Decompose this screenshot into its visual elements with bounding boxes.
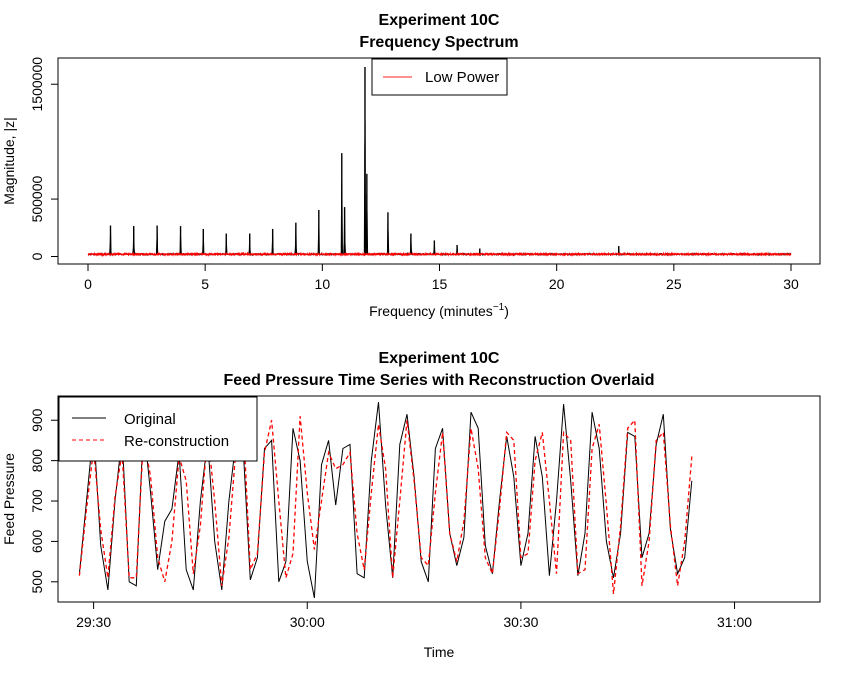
spectrum-subtitle: Frequency Spectrum (359, 34, 518, 51)
pressure-legend-box (58, 396, 258, 462)
pressure-y-axis: 500 600 700 800 900 (29, 408, 59, 594)
spectrum-x-tick-label: 0 (84, 276, 92, 292)
spectrum-x-tick-label: 5 (201, 276, 209, 292)
pressure-x-tick-label: 29:30 (76, 614, 111, 630)
spectrum-y-tick-label: 0 (29, 252, 45, 260)
spectrum-y-tick-label: 1500000 (29, 57, 45, 112)
spectrum-x-tick-label: 20 (549, 276, 565, 292)
pressure-y-tick-label: 700 (29, 489, 45, 513)
legend-label-reconstruction: Re-construction (124, 433, 229, 450)
spectrum-series (87, 67, 792, 257)
pressure-y-tick-label: 500 (29, 570, 45, 594)
pressure-y-tick-label: 800 (29, 449, 45, 473)
spectrum-y-label: Magnitude, |z| (1, 117, 17, 204)
spectrum-x-axis: 0 5 10 15 20 25 30 (84, 263, 799, 292)
pressure-title: Experiment 10C (379, 350, 500, 367)
pressure-x-axis: 29:30 30:00 30:30 31:00 (76, 601, 752, 630)
pressure-legend: Original Re-construction (58, 396, 258, 462)
spectrum-x-tick-label: 10 (315, 276, 331, 292)
spectrum-y-axis: 0 500000 1500000 (29, 57, 59, 260)
spectrum-x-tick-label: 25 (666, 276, 682, 292)
pressure-series (78, 402, 693, 599)
pressure-panel: Experiment 10C Feed Pressure Time Series… (1, 350, 821, 660)
spectrum-y-tick-label: 500000 (29, 176, 45, 223)
spectrum-x-label: Frequency (minutes−1) (369, 302, 509, 319)
pressure-x-tick-label: 30:00 (290, 614, 325, 630)
pressure-x-label: Time (424, 644, 455, 660)
series-reconstruction-line (78, 416, 693, 594)
pressure-x-tick-label: 30:30 (503, 614, 538, 630)
spectrum-legend: Low Power (371, 58, 508, 96)
spectrum-black-line (87, 121, 792, 257)
pressure-subtitle: Feed Pressure Time Series with Reconstru… (224, 372, 655, 389)
spectrum-legend-box (371, 58, 508, 96)
pressure-y-tick-label: 600 (29, 530, 45, 554)
legend-label-low-power: Low Power (425, 69, 499, 86)
pressure-y-label: Feed Pressure (1, 453, 17, 545)
spectrum-low-power-line (87, 251, 792, 257)
pressure-x-tick-label: 31:00 (717, 614, 752, 630)
pressure-y-tick-label: 900 (29, 408, 45, 432)
spectrum-x-tick-label: 15 (432, 276, 448, 292)
spectrum-title: Experiment 10C (379, 12, 500, 29)
series-original-line (78, 402, 693, 599)
spectrum-panel: Experiment 10C Frequency Spectrum 0 5 10 15… (1, 12, 821, 319)
legend-label-original: Original (124, 411, 176, 428)
spectrum-x-tick-label: 30 (783, 276, 799, 292)
